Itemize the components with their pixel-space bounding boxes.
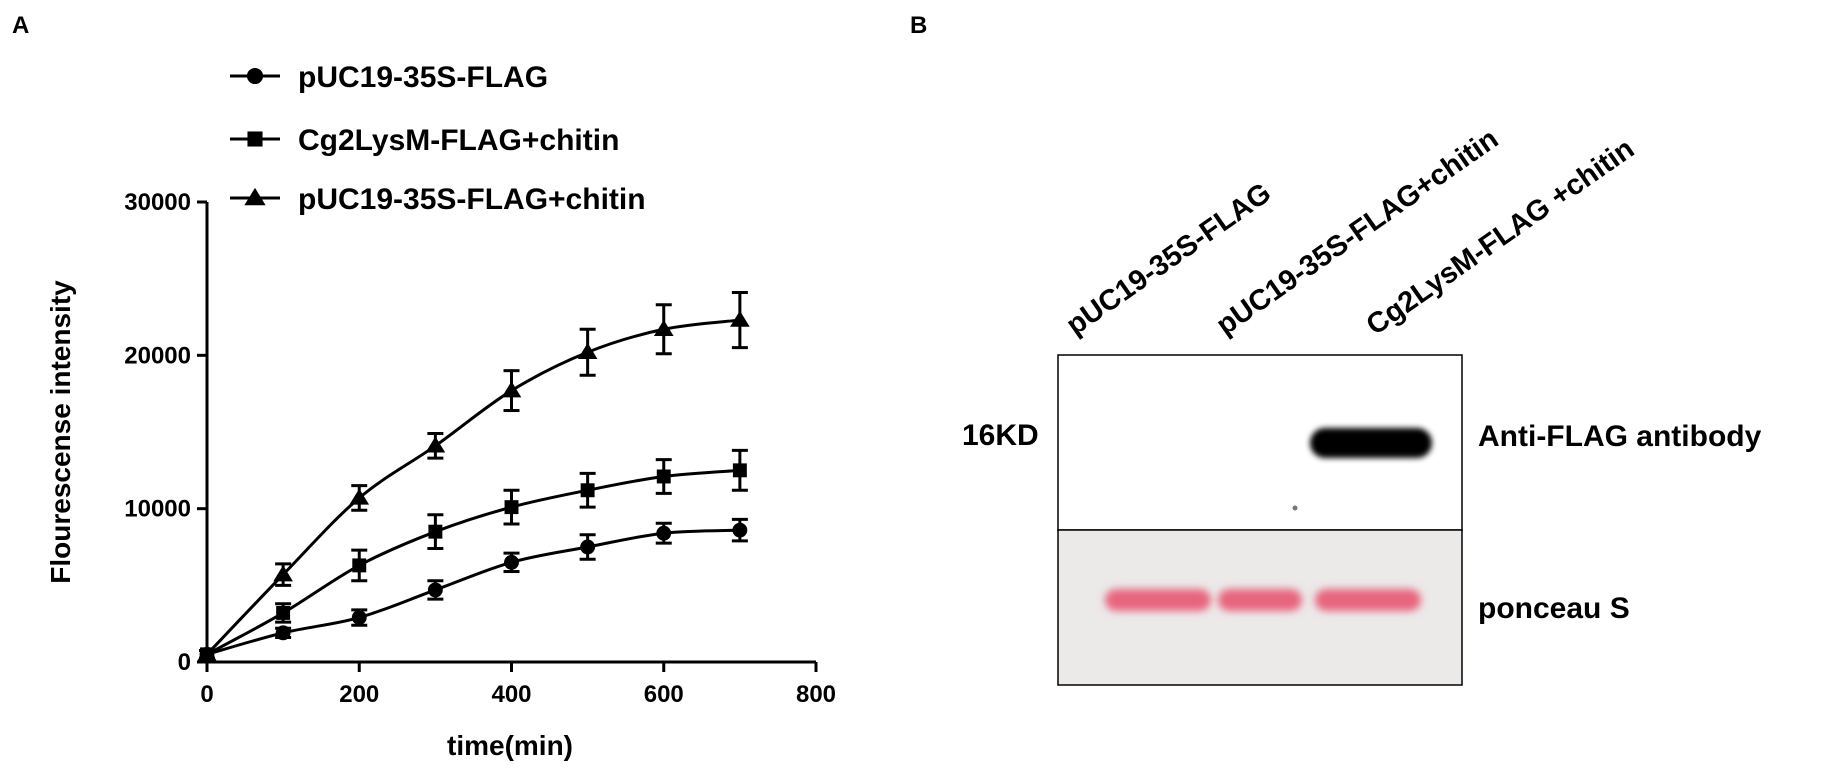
data-point bbox=[504, 554, 519, 570]
data-point bbox=[428, 524, 443, 539]
ponceau-band bbox=[1315, 589, 1421, 611]
data-point bbox=[197, 644, 217, 662]
data-point bbox=[351, 610, 367, 625]
legend-item-1: pUC19-35S-FLAG bbox=[230, 61, 548, 94]
data-point bbox=[349, 488, 370, 505]
legend-marker bbox=[244, 187, 266, 206]
x-tick-label: 800 bbox=[796, 681, 836, 708]
data-point bbox=[580, 539, 596, 555]
flag-band bbox=[1310, 428, 1432, 458]
legend-label: pUC19-35S-FLAG bbox=[298, 61, 548, 94]
data-point bbox=[730, 310, 750, 327]
plot-area: 0 10000 20000 30000 0 200 400 600 800 bbox=[124, 189, 836, 708]
series-3 bbox=[197, 290, 750, 662]
anti-flag-label: Anti-FLAG antibody bbox=[1478, 420, 1762, 453]
lane-label-3: Cg2LysM-FLAG +chitin bbox=[1361, 133, 1640, 342]
panel-b-letter: B bbox=[910, 12, 927, 39]
y-tick-label: 20000 bbox=[124, 342, 191, 369]
data-point bbox=[732, 463, 747, 478]
ponceau-band bbox=[1105, 589, 1211, 611]
series-1 bbox=[199, 517, 748, 662]
data-point bbox=[275, 625, 291, 641]
series-layer bbox=[197, 290, 750, 662]
y-axis-title: Flourescense intensity bbox=[45, 280, 76, 584]
panel-a: A pUC19-35S-FLAGCg2LysM-FLAG+chitinpUC19… bbox=[12, 12, 836, 761]
x-axis-title: time(min) bbox=[447, 730, 573, 761]
legend-item-2: Cg2LysM-FLAG+chitin bbox=[230, 124, 619, 157]
data-point bbox=[653, 319, 674, 337]
data-point bbox=[580, 483, 595, 498]
ponceau-label: ponceau S bbox=[1478, 592, 1630, 625]
data-point bbox=[504, 500, 519, 515]
data-point bbox=[732, 522, 748, 538]
legend-marker bbox=[246, 67, 264, 85]
x-tick-label: 200 bbox=[339, 681, 379, 708]
anti-flag-bands bbox=[1310, 428, 1432, 458]
y-tick-label: 0 bbox=[178, 649, 191, 676]
ponceau-bands bbox=[1105, 589, 1421, 611]
y-tick-label: 30000 bbox=[124, 189, 191, 216]
x-tick-label: 600 bbox=[644, 681, 684, 708]
x-tick-label: 400 bbox=[491, 681, 531, 708]
panel-a-letter: A bbox=[12, 12, 29, 39]
chart-legend: pUC19-35S-FLAG Cg2LysM-FLAG+chitin pUC19-3… bbox=[230, 61, 646, 216]
legend-item-3: pUC19-35S-FLAG+chitin bbox=[230, 183, 646, 216]
data-point bbox=[656, 469, 671, 484]
data-point bbox=[425, 436, 446, 453]
legend-marker bbox=[247, 131, 263, 147]
series-line bbox=[206, 528, 740, 656]
lane-label-2: pUC19-35S-FLAG+chitin bbox=[1211, 123, 1505, 342]
panel-b: B pUC19-35S-FLAG pUC19-35S-FLAG+chitin C… bbox=[910, 12, 1762, 686]
data-point bbox=[352, 558, 367, 573]
y-ticks: 0 10000 20000 30000 bbox=[124, 189, 207, 676]
data-point bbox=[577, 342, 598, 360]
data-point bbox=[501, 381, 522, 398]
ponceau-band bbox=[1218, 589, 1302, 611]
data-point bbox=[656, 525, 672, 541]
x-ticks: 0 200 400 600 800 bbox=[200, 662, 836, 708]
legend-label: pUC19-35S-FLAG+chitin bbox=[298, 183, 646, 216]
data-point bbox=[273, 565, 293, 582]
data-point bbox=[427, 582, 443, 598]
y-tick-label: 10000 bbox=[124, 496, 191, 523]
blot-speck bbox=[1292, 505, 1298, 511]
data-point bbox=[276, 605, 291, 620]
marker-label: 16KD bbox=[962, 419, 1039, 452]
x-tick-label: 0 bbox=[200, 681, 213, 708]
legend-label: Cg2LysM-FLAG+chitin bbox=[298, 124, 619, 157]
